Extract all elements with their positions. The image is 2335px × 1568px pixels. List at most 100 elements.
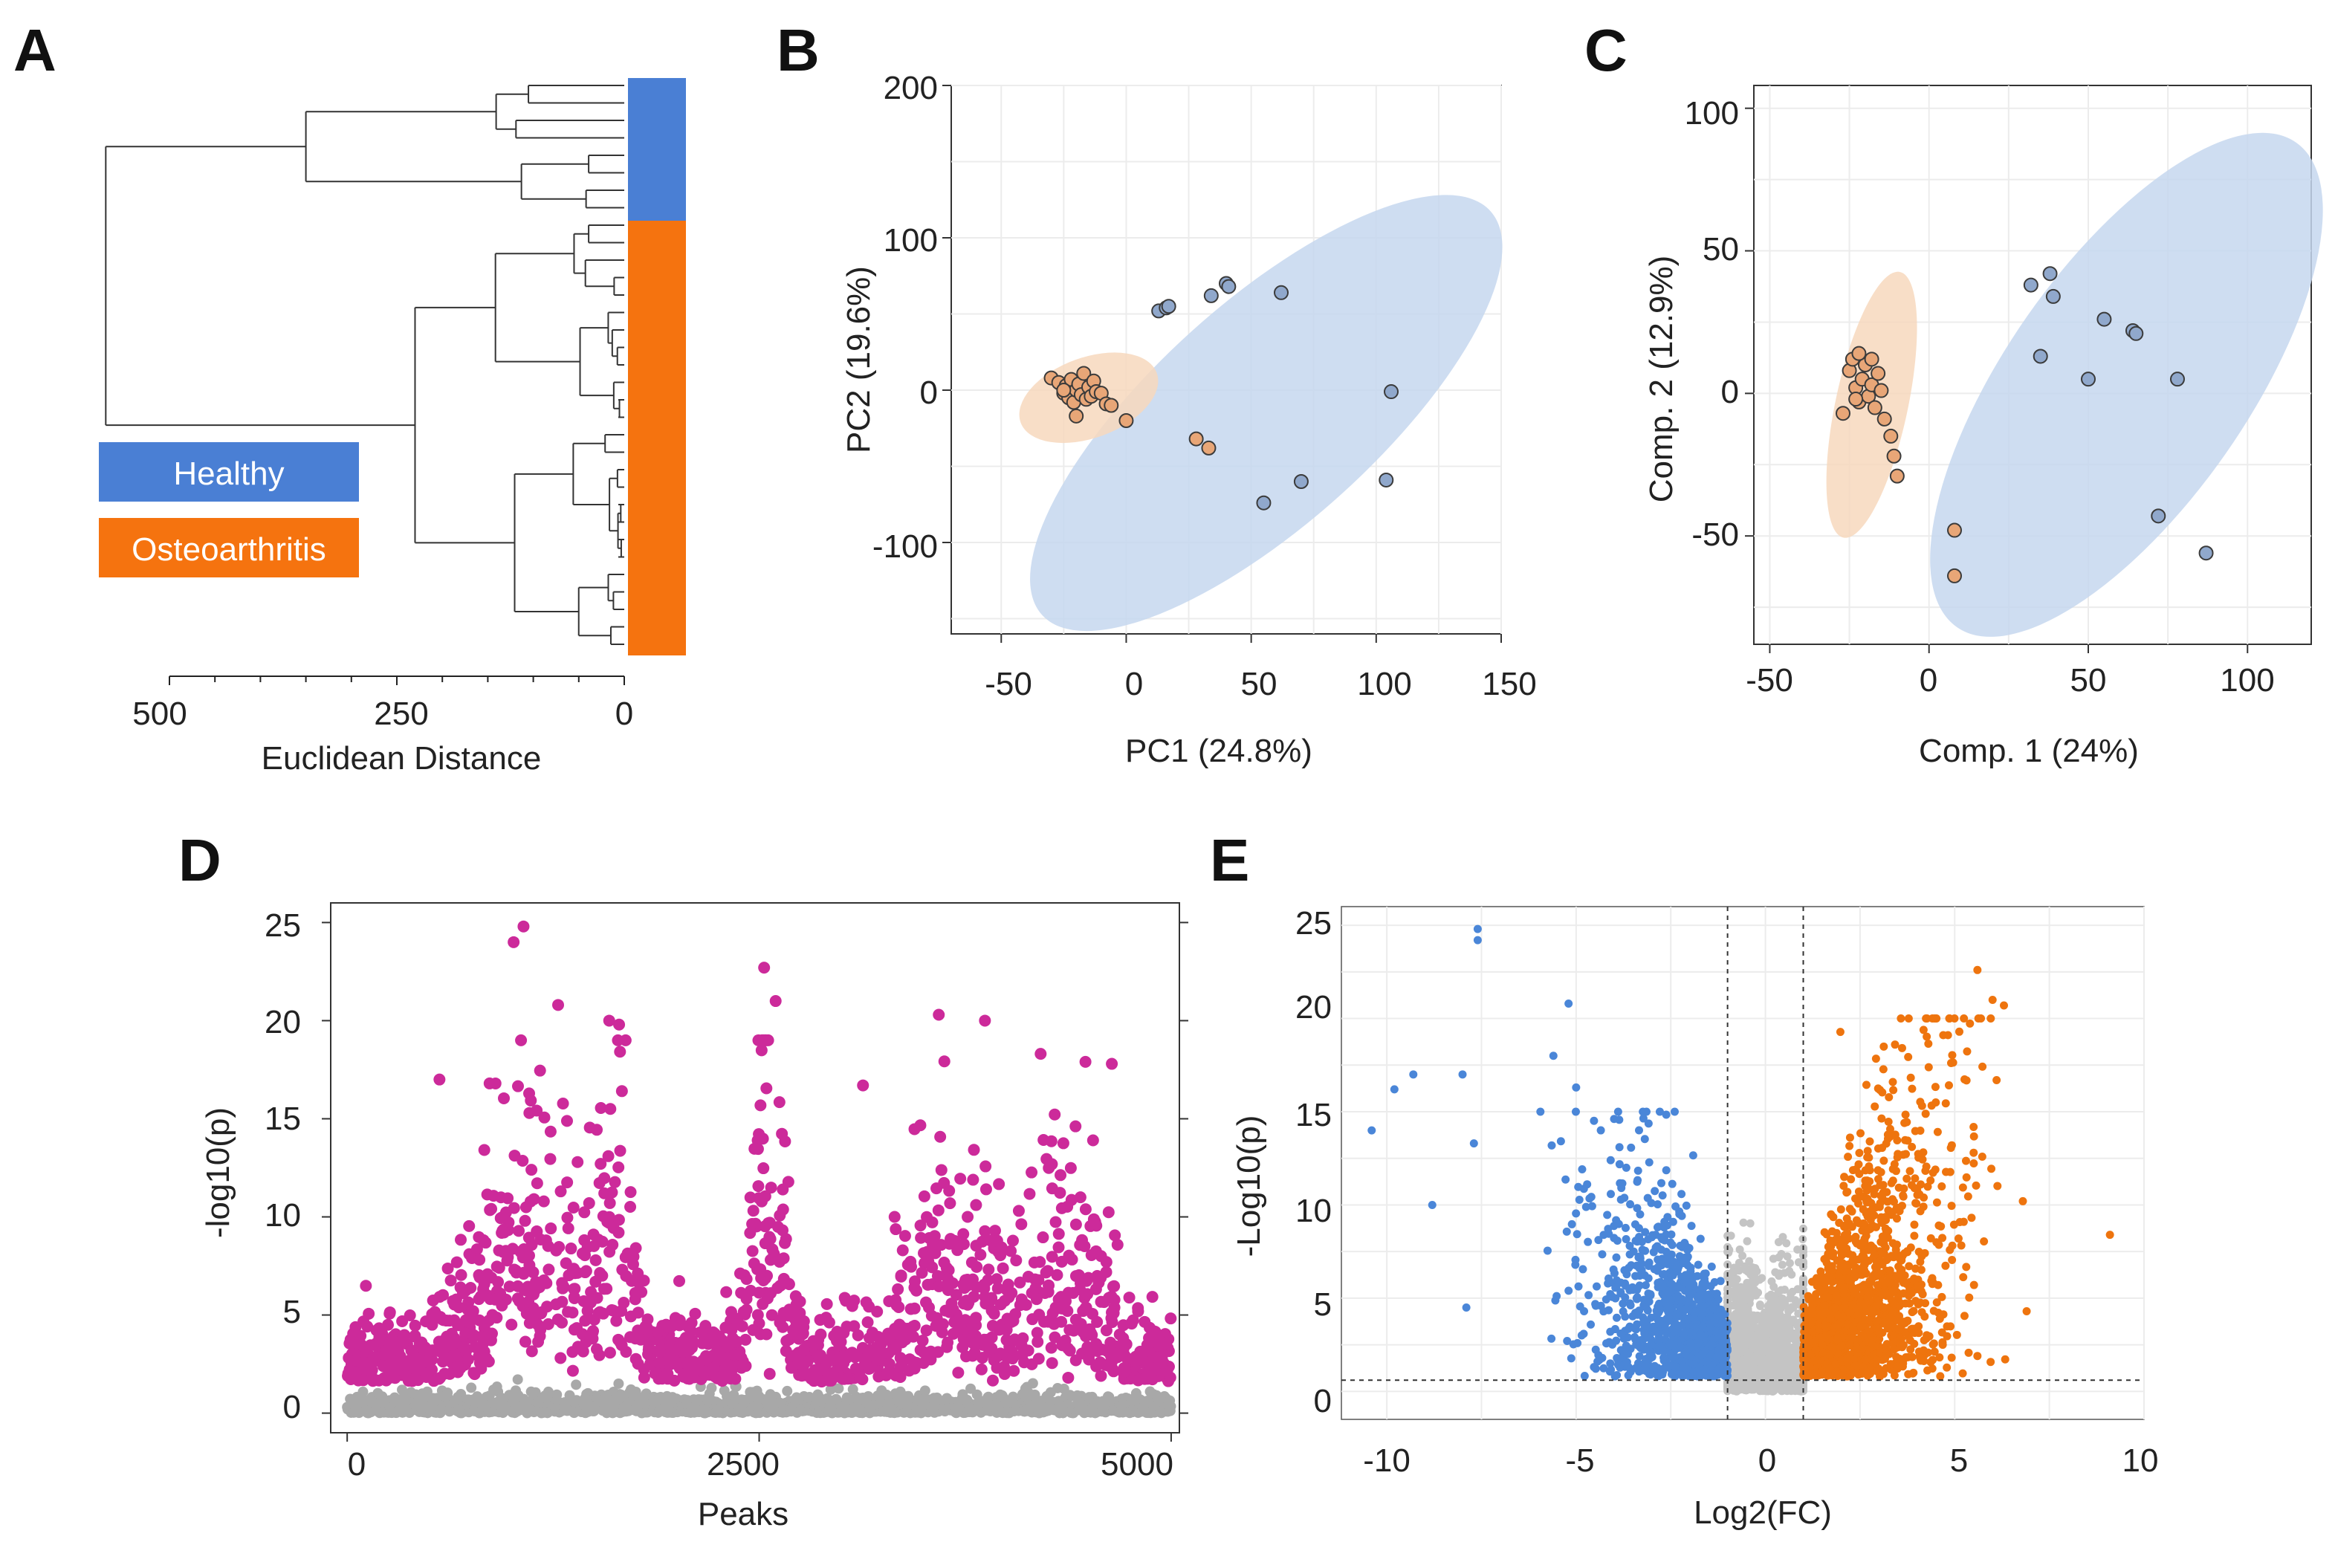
point-significant xyxy=(577,1295,590,1307)
point-healthy xyxy=(1293,474,1309,489)
x-tick-label: 50 xyxy=(2070,662,2107,699)
point-significant xyxy=(790,1319,803,1332)
point-significant xyxy=(820,1298,833,1310)
y-axis-title: -log10(p) xyxy=(200,1107,236,1238)
point-significant xyxy=(918,1190,930,1202)
point-significant xyxy=(838,1326,850,1339)
point-significant xyxy=(470,1243,483,1256)
point-significant xyxy=(383,1306,396,1318)
point-significant xyxy=(1123,1292,1136,1304)
point-significant xyxy=(1146,1291,1159,1303)
point-significant xyxy=(677,1346,690,1358)
point-significant xyxy=(1055,1202,1068,1214)
point-significant xyxy=(979,1183,992,1196)
y-tick-label: 100 xyxy=(884,222,938,259)
point-significant xyxy=(501,1254,514,1267)
point-significant xyxy=(894,1361,907,1373)
point-significant xyxy=(773,1096,786,1109)
point-significant xyxy=(653,1356,666,1369)
point-significant xyxy=(396,1315,409,1327)
point-significant xyxy=(1067,1324,1080,1337)
point-significant xyxy=(638,1274,650,1287)
point-significant xyxy=(1039,1286,1052,1299)
dendrogram-branches xyxy=(105,85,624,645)
x-tick-label: -50 xyxy=(985,666,1032,702)
x-axis-title: Comp. 1 (24%) xyxy=(1919,733,2139,769)
point-significant xyxy=(931,1270,944,1283)
point-significant xyxy=(948,1234,961,1247)
point-not-significant xyxy=(1792,1329,1801,1338)
point-not-significant xyxy=(1761,1363,1770,1372)
point-significant xyxy=(908,1302,921,1315)
point-nonsignificant xyxy=(782,1385,793,1396)
confidence-ellipse-healthy xyxy=(1930,132,2323,637)
point-significant xyxy=(908,1281,921,1294)
point-osteoarthritis xyxy=(1056,383,1072,398)
point-significant xyxy=(1079,1203,1092,1216)
point-significant xyxy=(469,1341,482,1353)
x-tick-label: 0 xyxy=(615,696,633,732)
point-significant xyxy=(899,1333,912,1346)
point-significant xyxy=(979,1160,992,1173)
nonsignificant-points xyxy=(342,1374,1176,1419)
point-significant xyxy=(681,1372,694,1384)
point-not-significant xyxy=(1770,1323,1779,1332)
point-significant xyxy=(763,1367,776,1380)
point-significant xyxy=(1006,1234,1019,1247)
point-significant xyxy=(908,1319,921,1332)
point-significant xyxy=(716,1334,728,1347)
x-axis-title: Peaks xyxy=(698,1496,788,1532)
point-not-significant xyxy=(1742,1283,1751,1292)
point-significant xyxy=(924,1353,937,1366)
point-significant xyxy=(466,1305,479,1318)
point-significant xyxy=(349,1366,362,1379)
point-osteoarthritis xyxy=(1201,440,1217,456)
point-significant xyxy=(537,1195,550,1208)
point-significant xyxy=(852,1329,864,1341)
y-tick-label: -100 xyxy=(872,528,938,565)
point-significant xyxy=(512,1080,525,1092)
point-not-significant xyxy=(1787,1305,1795,1314)
axis-ticks xyxy=(942,85,1502,643)
point-not-significant xyxy=(1780,1297,1789,1306)
point-significant xyxy=(777,1203,789,1216)
point-significant xyxy=(481,1188,493,1201)
point-significant xyxy=(892,1283,904,1295)
point-significant xyxy=(531,1177,543,1190)
point-healthy xyxy=(1256,495,1272,511)
point-not-significant xyxy=(1761,1326,1770,1335)
point-significant xyxy=(510,1266,522,1279)
point-significant xyxy=(526,1309,539,1321)
y-tick-label: 5 xyxy=(283,1294,301,1330)
point-not-significant xyxy=(1746,1219,1755,1228)
point-significant xyxy=(925,1309,938,1322)
point-significant xyxy=(1165,1312,1177,1325)
point-significant xyxy=(930,1320,942,1332)
point-significant xyxy=(581,1305,594,1318)
point-significant xyxy=(629,1332,641,1345)
point-significant xyxy=(965,1256,978,1269)
x-tick-label: 5000 xyxy=(1101,1446,1173,1483)
point-significant xyxy=(614,1046,626,1058)
point-significant xyxy=(1132,1302,1144,1315)
point-healthy xyxy=(2042,266,2058,282)
point-significant xyxy=(1100,1324,1113,1337)
point-significant xyxy=(1016,1349,1029,1361)
point-osteoarthritis xyxy=(1947,568,1962,583)
point-significant xyxy=(444,1274,457,1287)
point-significant xyxy=(998,1295,1011,1307)
point-osteoarthritis xyxy=(1871,366,1886,381)
point-significant xyxy=(921,1211,933,1223)
point-significant xyxy=(473,1293,485,1306)
point-significant xyxy=(561,1176,574,1189)
point-nonsignificant xyxy=(357,1386,369,1397)
point-significant xyxy=(994,1347,1007,1360)
point-significant xyxy=(568,1291,580,1303)
point-significant xyxy=(777,1252,790,1265)
point-significant xyxy=(978,1278,991,1291)
point-significant xyxy=(962,1211,974,1223)
group-bar-healthy xyxy=(628,78,686,221)
x-tick-label: 0 xyxy=(1125,666,1143,702)
point-significant xyxy=(614,1144,626,1157)
